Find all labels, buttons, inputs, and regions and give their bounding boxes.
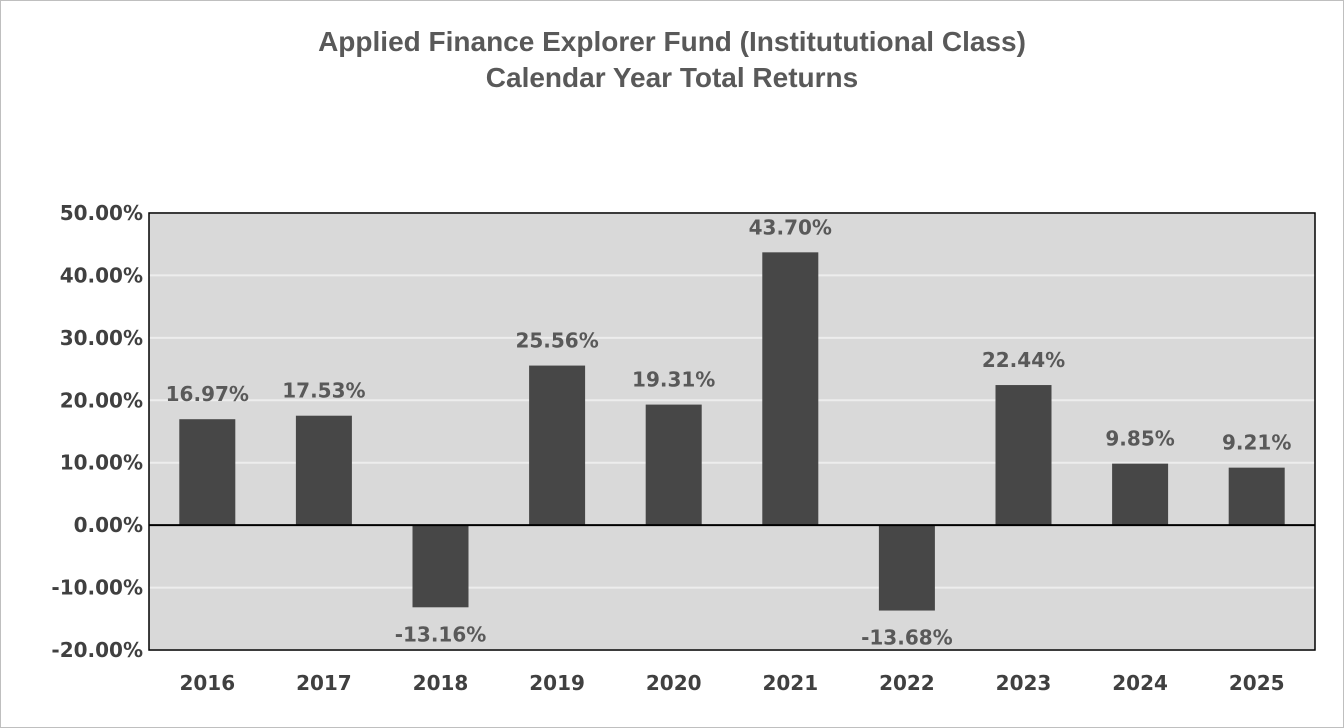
data-label: 9.85% xyxy=(1105,427,1174,451)
x-tick-label: 2018 xyxy=(413,671,469,695)
bar-2025 xyxy=(1228,467,1285,526)
bar-2018 xyxy=(412,525,469,608)
x-tick-label: 2023 xyxy=(996,671,1052,695)
y-tick-label: -10.00% xyxy=(51,576,143,600)
data-label: -13.16% xyxy=(395,622,487,646)
x-tick-label: 2021 xyxy=(762,671,818,695)
data-label: 19.31% xyxy=(632,368,715,392)
x-tick-label: 2016 xyxy=(179,671,235,695)
data-label: 16.97% xyxy=(166,382,249,406)
x-tick-label: 2019 xyxy=(529,671,585,695)
data-label: 17.53% xyxy=(282,379,365,403)
bar-2022 xyxy=(878,525,935,611)
y-tick-label: 10.00% xyxy=(60,451,143,475)
data-label: 25.56% xyxy=(515,329,598,353)
x-tick-label: 2022 xyxy=(879,671,935,695)
bar-2023 xyxy=(995,385,1052,526)
y-tick-label: 20.00% xyxy=(60,388,143,412)
y-tick-label: -20.00% xyxy=(51,638,143,662)
y-tick-label: 50.00% xyxy=(60,201,143,225)
x-tick-label: 2017 xyxy=(296,671,352,695)
chart-title: Applied Finance Explorer Fund (Institutu… xyxy=(318,26,1026,57)
bar-2021 xyxy=(762,252,819,526)
bar-2017 xyxy=(295,415,352,526)
y-tick-label: 30.00% xyxy=(60,326,143,350)
chart-title-block: Applied Finance Explorer Fund (Institutu… xyxy=(0,24,1344,96)
bar-2019 xyxy=(529,365,586,526)
x-tick-label: 2024 xyxy=(1112,671,1168,695)
x-tick-label: 2025 xyxy=(1229,671,1285,695)
y-tick-label: 40.00% xyxy=(60,263,143,287)
chart-subtitle: Calendar Year Total Returns xyxy=(485,62,859,93)
data-label: -13.68% xyxy=(861,626,953,650)
x-tick-label: 2020 xyxy=(646,671,702,695)
data-label: 22.44% xyxy=(982,348,1065,372)
bar-2020 xyxy=(645,404,702,526)
data-label: 9.21% xyxy=(1222,431,1291,455)
y-tick-label: 0.00% xyxy=(74,513,143,537)
bar-2024 xyxy=(1112,463,1169,526)
data-label: 43.70% xyxy=(749,215,832,239)
bar-2016 xyxy=(179,419,236,526)
plot-border xyxy=(148,212,1316,651)
